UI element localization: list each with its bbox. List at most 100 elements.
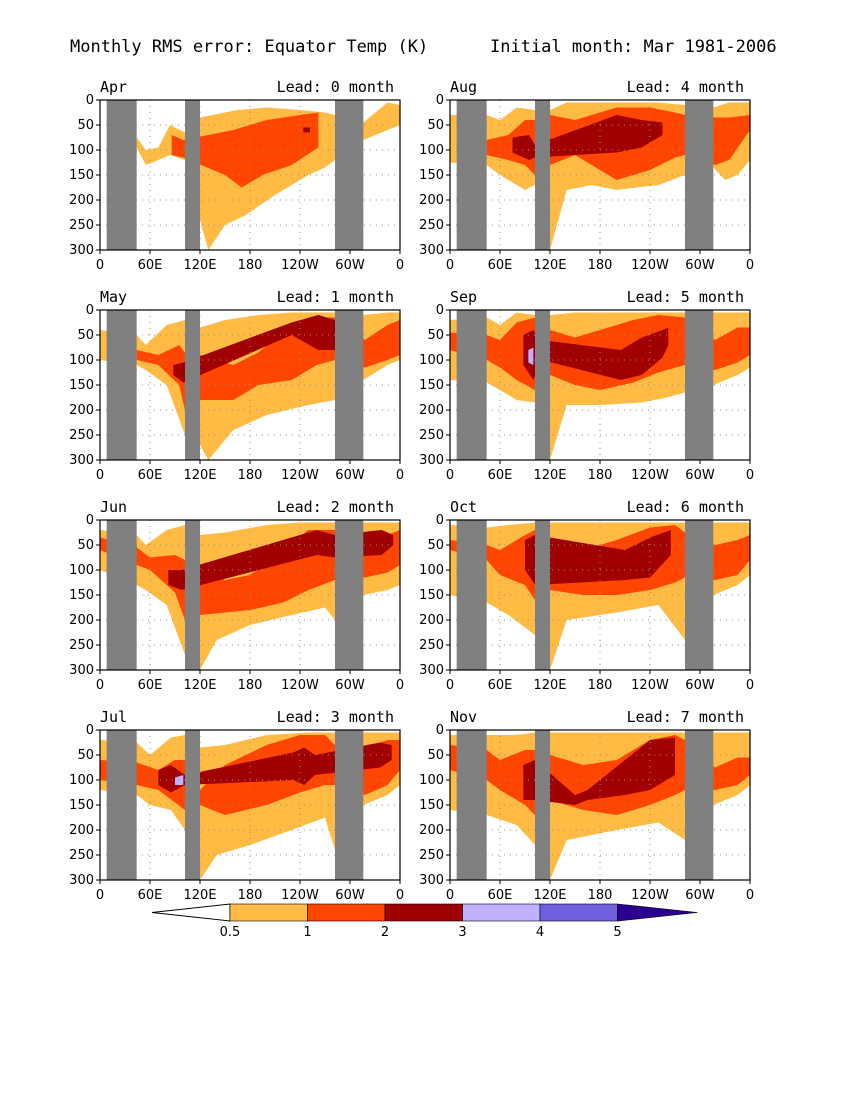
y-tick-label: 200: [69, 613, 94, 628]
x-tick-label: 60E: [138, 258, 163, 273]
x-tick-label: 0: [446, 888, 454, 903]
panel-aug: 0 60E 120E 180 120W 60W 0 0 50 100 150 200 250 300 Aug…: [419, 78, 754, 273]
y-tick-label: 300: [69, 873, 94, 888]
panel-nov: 0 60E 120E 180 120W 60W 0 0 50 100 150 200 250 300 Nov…: [419, 708, 754, 903]
land-mask: [335, 100, 364, 250]
panel-lead-label: Lead: 4 month: [627, 78, 744, 96]
x-tick-label: 120E: [533, 678, 566, 693]
panel-jun: 0 60E 120E 180 120W 60W 0 0 50 100 150 200 250 300 Jun…: [69, 498, 404, 693]
y-tick-label: 150: [419, 588, 444, 603]
x-tick-label: 0: [96, 468, 104, 483]
contour-band-level-2: [158, 742, 392, 793]
land-mask: [185, 310, 200, 460]
colorbar-level-label: 2: [381, 925, 389, 940]
y-tick-label: 50: [427, 118, 444, 133]
y-tick-label: 200: [419, 613, 444, 628]
land-mask: [106, 310, 137, 460]
y-tick-label: 200: [69, 403, 94, 418]
y-tick-label: 250: [69, 428, 94, 443]
panel-month-label: Aug: [450, 78, 477, 96]
panel-lead-label: Lead: 1 month: [277, 288, 394, 306]
panel-lead-label: Lead: 5 month: [627, 288, 744, 306]
panel-oct: 0 60E 120E 180 120W 60W 0 0 50 100 150 200 250 300 Oct…: [419, 498, 754, 693]
figure-initial-month: Initial month: Mar 1981-2006: [490, 37, 777, 57]
colorbar-level-label: 0.5: [220, 925, 241, 940]
x-tick-label: 180: [238, 468, 263, 483]
y-tick-label: 250: [419, 428, 444, 443]
y-tick-label: 50: [77, 328, 94, 343]
panel-jul: 0 60E 120E 180 120W 60W 0 0 50 100 150 200 250 300 Jul…: [69, 708, 404, 903]
x-tick-label: 0: [396, 258, 404, 273]
x-tick-label: 60W: [335, 678, 365, 693]
y-tick-label: 50: [77, 538, 94, 553]
colorbar: 0.5 1 2 3 4 5: [151, 903, 698, 940]
land-mask: [535, 100, 550, 250]
x-tick-label: 0: [396, 678, 404, 693]
panel-month-label: Oct: [450, 498, 477, 516]
y-tick-label: 100: [69, 563, 94, 578]
colorbar-swatch: [384, 903, 463, 922]
y-tick-label: 150: [419, 378, 444, 393]
x-tick-label: 120W: [631, 468, 669, 483]
y-tick-label: 250: [69, 638, 94, 653]
y-tick-label: 150: [69, 588, 94, 603]
y-tick-label: 100: [419, 563, 444, 578]
x-tick-label: 180: [588, 888, 613, 903]
y-tick-label: 0: [86, 723, 94, 738]
panel-month-label: Apr: [100, 78, 127, 96]
land-mask: [685, 100, 714, 250]
y-tick-label: 0: [436, 513, 444, 528]
land-mask: [535, 310, 550, 460]
panel-may: 0 60E 120E 180 120W 60W 0 0 50 100 150 200 250 300 May…: [69, 288, 404, 483]
x-tick-label: 60W: [335, 468, 365, 483]
x-tick-label: 60E: [138, 678, 163, 693]
y-tick-label: 200: [419, 193, 444, 208]
y-tick-label: 50: [427, 538, 444, 553]
y-tick-label: 150: [69, 378, 94, 393]
y-tick-label: 0: [86, 303, 94, 318]
contour-band-level-3: [175, 775, 184, 785]
x-tick-label: 120W: [281, 888, 319, 903]
land-mask: [106, 730, 137, 880]
x-tick-label: 120E: [183, 678, 216, 693]
y-tick-label: 300: [69, 453, 94, 468]
y-tick-label: 100: [69, 773, 94, 788]
x-tick-label: 180: [238, 258, 263, 273]
y-tick-label: 100: [69, 353, 94, 368]
x-tick-label: 0: [446, 468, 454, 483]
panel-lead-label: Lead: 6 month: [627, 498, 744, 516]
y-tick-label: 300: [69, 243, 94, 258]
colorbar-low-arrow: [151, 903, 231, 922]
x-tick-label: 0: [96, 888, 104, 903]
x-tick-label: 0: [746, 468, 754, 483]
y-tick-label: 200: [69, 823, 94, 838]
y-tick-label: 250: [419, 638, 444, 653]
y-tick-label: 300: [419, 243, 444, 258]
y-tick-label: 100: [419, 143, 444, 158]
x-tick-label: 0: [396, 888, 404, 903]
y-tick-label: 250: [69, 218, 94, 233]
y-tick-label: 100: [69, 143, 94, 158]
colorbar-level-label: 1: [303, 925, 311, 940]
y-tick-label: 300: [419, 873, 444, 888]
y-tick-label: 150: [419, 168, 444, 183]
y-tick-label: 0: [86, 513, 94, 528]
x-tick-label: 180: [588, 258, 613, 273]
y-tick-label: 50: [427, 328, 444, 343]
x-tick-label: 0: [96, 258, 104, 273]
x-tick-label: 120E: [533, 258, 566, 273]
x-tick-label: 120W: [281, 678, 319, 693]
panel-lead-label: Lead: 7 month: [627, 708, 744, 726]
y-tick-label: 50: [427, 748, 444, 763]
y-tick-label: 0: [436, 723, 444, 738]
x-tick-label: 120W: [281, 468, 319, 483]
panel-lead-label: Lead: 3 month: [277, 708, 394, 726]
contour-band-level-2: [523, 737, 675, 805]
land-mask: [335, 730, 364, 880]
x-tick-label: 120W: [631, 678, 669, 693]
x-tick-label: 60E: [488, 468, 513, 483]
y-tick-label: 150: [419, 798, 444, 813]
panel-grid: 0 60E 120E 180 120W 60W 0 0 50 100 150 200 250 300 Apr…: [69, 78, 754, 903]
land-mask: [685, 520, 714, 670]
